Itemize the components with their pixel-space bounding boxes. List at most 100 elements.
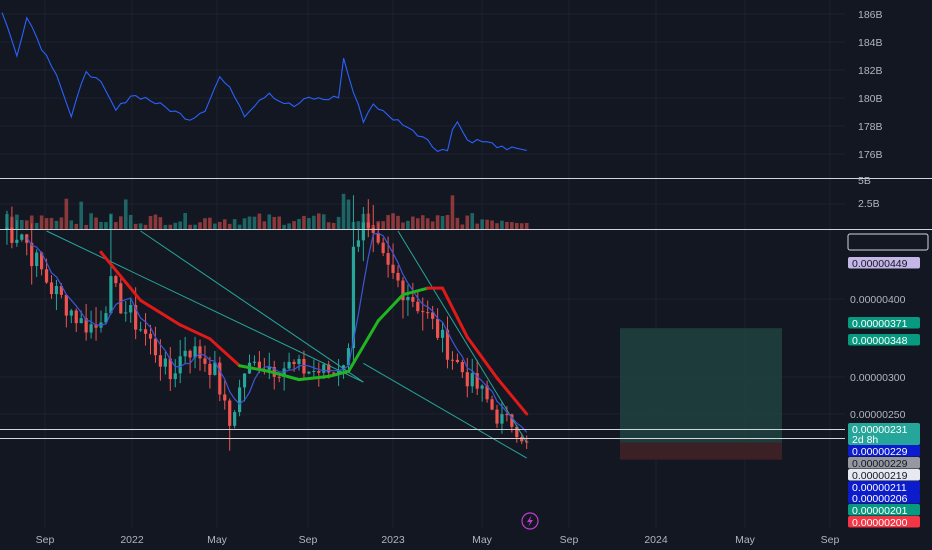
candle-body (475, 373, 479, 389)
candle-body (445, 329, 450, 360)
volume-bar (336, 216, 341, 229)
supply-tick-label: 178B (858, 121, 883, 133)
supply-tick-label: 182B (858, 65, 883, 77)
volume-bar (54, 220, 59, 229)
volume-bar (307, 218, 311, 229)
candle-body (54, 286, 59, 295)
candle-body (515, 426, 519, 438)
time-tick-label: 2023 (381, 534, 405, 546)
candle-body (460, 362, 464, 373)
candle-body (40, 252, 44, 270)
candle-body (49, 282, 54, 295)
sma-slow-segment (441, 286, 469, 339)
trend-lines[interactable] (46, 230, 528, 459)
volume-bar (317, 213, 321, 229)
lightning-icon[interactable] (521, 512, 539, 530)
volume-bar (74, 223, 79, 229)
volume-bar (495, 223, 499, 229)
volume-bar (198, 222, 202, 229)
sma-slow-segment (267, 369, 301, 382)
candle-body (440, 329, 445, 338)
volume-bar (49, 217, 54, 229)
volume-bar (213, 223, 217, 229)
volume-bar (94, 217, 98, 229)
candle-body (94, 324, 98, 328)
time-tick-label: May (207, 534, 228, 546)
volume-bar (430, 221, 435, 229)
volume-bar (29, 215, 34, 229)
volume-bar (79, 201, 83, 229)
stop-zone[interactable] (620, 442, 782, 460)
sma-slow-segment (495, 376, 529, 416)
volume-bar (34, 222, 39, 229)
candle-body (134, 305, 138, 330)
trend-line-steep (397, 230, 528, 443)
volume-bar (114, 222, 118, 229)
candle-body (480, 385, 484, 389)
volume-bar (401, 222, 405, 229)
price-tag: 0.00000200 (848, 516, 920, 529)
volume-bar (440, 215, 445, 229)
candle-body (69, 310, 73, 316)
volume-bar (500, 220, 504, 229)
price-tag-box (848, 317, 920, 329)
candle-body (396, 272, 400, 281)
volume-bar (485, 219, 489, 229)
price-tag (847, 233, 929, 251)
candle-body (203, 358, 207, 364)
volume-bar (104, 222, 108, 229)
volume-bar (39, 215, 44, 229)
candle-body (470, 373, 474, 387)
supply-tick-label: 176B (858, 149, 883, 161)
volume-bar (227, 223, 232, 229)
sma-slow-segment (208, 337, 242, 368)
candle-body (124, 312, 128, 314)
volume-bar (425, 218, 430, 229)
volume-bar (128, 214, 133, 229)
candle-body (223, 394, 227, 401)
volume-bar (450, 195, 455, 229)
candle-body (386, 253, 390, 265)
supply-path (1, 12, 527, 153)
sma-slow-segment (238, 364, 271, 373)
volume-bar (24, 220, 29, 229)
volume-bar (505, 221, 509, 229)
trend-line-upper-2 (140, 230, 364, 383)
candle-body (391, 264, 395, 273)
candle-body (188, 350, 192, 358)
candle-body (287, 361, 291, 369)
volume-bar (287, 223, 291, 229)
candle-body (183, 350, 187, 357)
position-tool[interactable] (620, 328, 782, 460)
candle-body (520, 437, 524, 442)
supply-line (1, 12, 527, 153)
candle-body (119, 283, 123, 314)
sma-slow-segment (347, 319, 380, 373)
price-tag-box (848, 469, 920, 481)
candle-body (485, 385, 489, 400)
candle-body (406, 297, 410, 301)
trend-line-lower (363, 362, 527, 459)
candle-body (233, 412, 237, 426)
volume-bar (515, 223, 519, 229)
candle-body (15, 239, 19, 243)
target-zone[interactable] (620, 328, 782, 443)
candle-body (10, 227, 14, 243)
candle-body (213, 362, 217, 375)
candle-body (257, 361, 261, 370)
volume-bar (257, 213, 262, 229)
price-tag: 0.00000206 (848, 492, 920, 505)
sma-slow-segment (376, 293, 405, 323)
volume-bar (406, 220, 410, 229)
price-tag: 0.00000348 (848, 334, 920, 347)
price-tag: 0.00000201 (848, 504, 920, 517)
candle-body (44, 269, 49, 283)
volume-bar (321, 214, 326, 229)
candle-body (208, 363, 212, 375)
volume-bar (455, 217, 460, 229)
candle-body (267, 367, 271, 370)
price-tag: 0.00000229 (848, 445, 920, 458)
price-axis: 0.00000400 0.00000300 0.00000250 (850, 294, 906, 421)
candle-body (322, 364, 326, 373)
